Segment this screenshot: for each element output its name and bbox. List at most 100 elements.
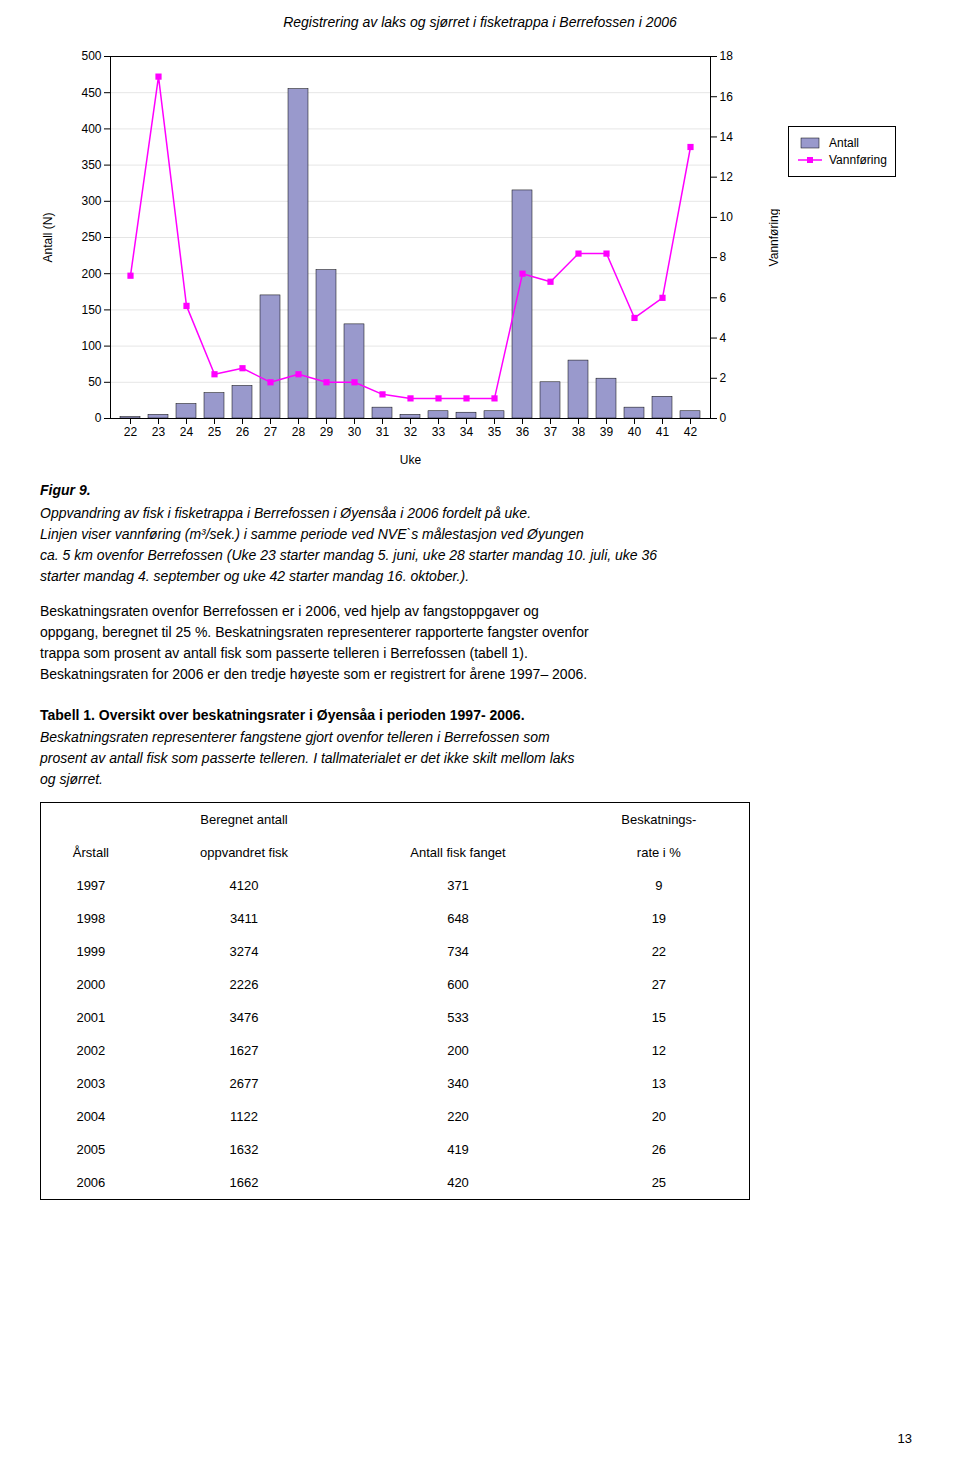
svg-text:29: 29 <box>320 425 334 439</box>
svg-text:27: 27 <box>264 425 278 439</box>
svg-text:23: 23 <box>152 425 166 439</box>
html-text:Beskatningsraten representerer: Beskatningsraten representerer fangstene… <box>40 729 575 787</box>
html-text:419: 419 <box>447 1142 469 1157</box>
html-text:oppvandret fisk: oppvandret fisk <box>199 845 289 860</box>
svg-text:100: 100 <box>81 339 101 353</box>
html-text:Vannføring: Vannføring <box>829 153 887 167</box>
svg-text:25: 25 <box>208 425 222 439</box>
svg-text:300: 300 <box>81 194 101 208</box>
html-text:2002: 2002 <box>76 1043 106 1058</box>
html-text:rate i %: rate i % <box>636 845 681 860</box>
html-text:Tabell 1. Oversikt over beskat: Tabell 1. Oversikt over beskatningsrater… <box>40 707 525 723</box>
html-text:1632: 1632 <box>229 1142 259 1157</box>
svg-text:36: 36 <box>516 425 530 439</box>
html-text:Oppvandring av fisk i fisketra: Oppvandring av fisk i fisketrappa i Berr… <box>40 505 658 584</box>
svg-text:4: 4 <box>720 331 727 345</box>
html-text:Beregnet antall: Beregnet antall <box>200 812 288 827</box>
html-text:Beskatningsraten ovenfor Berre: Beskatningsraten ovenfor Berrefossen er … <box>40 603 589 682</box>
html-text:13: 13 <box>897 1431 912 1446</box>
html-text:420: 420 <box>447 1175 469 1190</box>
html-text:648: 648 <box>447 911 469 926</box>
html-text:19: 19 <box>651 911 667 926</box>
html-text:2006: 2006 <box>76 1175 106 1190</box>
html-text:27: 27 <box>651 977 667 992</box>
html-text:1662: 1662 <box>229 1175 259 1190</box>
svg-text:0: 0 <box>720 411 727 425</box>
html-text:2677: 2677 <box>229 1076 259 1091</box>
svg-text:150: 150 <box>81 303 101 317</box>
svg-text:38: 38 <box>572 425 586 439</box>
svg-text:500: 500 <box>81 49 101 63</box>
html-text:12: 12 <box>651 1043 667 1058</box>
html-text:220: 220 <box>447 1109 469 1124</box>
svg-text:8: 8 <box>720 250 727 264</box>
html-text:734: 734 <box>447 944 469 959</box>
html-text:15: 15 <box>651 1010 667 1025</box>
svg-text:42: 42 <box>684 425 698 439</box>
svg-text:10: 10 <box>720 210 734 224</box>
svg-text:200: 200 <box>81 267 101 281</box>
svg-text:34: 34 <box>460 425 474 439</box>
svg-text:39: 39 <box>600 425 614 439</box>
html-text:2001: 2001 <box>76 1010 106 1025</box>
html-text:2000: 2000 <box>76 977 106 992</box>
html-text:2005: 2005 <box>76 1142 106 1157</box>
html-text:Årstall: Årstall <box>72 845 109 860</box>
svg-text:Antall (N): Antall (N) <box>41 212 55 262</box>
svg-text:33: 33 <box>432 425 446 439</box>
html-text:3411: 3411 <box>230 911 258 926</box>
html-text:Figur 9.: Figur 9. <box>40 482 91 498</box>
html-text:Antall: Antall <box>829 136 859 150</box>
svg-text:16: 16 <box>720 90 734 104</box>
svg-text:450: 450 <box>81 86 101 100</box>
svg-text:250: 250 <box>81 230 101 244</box>
html-text:2004: 2004 <box>76 1109 106 1124</box>
html-text:2226: 2226 <box>229 977 259 992</box>
svg-text:40: 40 <box>628 425 642 439</box>
html-text:25: 25 <box>651 1175 667 1190</box>
html-text:9: 9 <box>655 878 663 893</box>
html-text:2003: 2003 <box>76 1076 106 1091</box>
html-text:3476: 3476 <box>229 1010 259 1025</box>
svg-text:22: 22 <box>124 425 138 439</box>
html-text:533: 533 <box>447 1010 469 1025</box>
svg-text:14: 14 <box>720 130 734 144</box>
svg-text:6: 6 <box>720 291 727 305</box>
html-text:1998: 1998 <box>76 911 106 926</box>
html-text:200: 200 <box>447 1043 469 1058</box>
svg-text:0: 0 <box>95 411 102 425</box>
html-text:371: 371 <box>447 878 469 893</box>
html-text:1997: 1997 <box>76 878 106 893</box>
svg-text:12: 12 <box>720 170 734 184</box>
svg-text:50: 50 <box>88 375 102 389</box>
svg-text:32: 32 <box>404 425 418 439</box>
svg-text:41: 41 <box>656 425 670 439</box>
svg-text:18: 18 <box>720 49 734 63</box>
html-text:Antall fisk fanget: Antall fisk fanget <box>410 845 506 860</box>
svg-text:30: 30 <box>348 425 362 439</box>
svg-text:28: 28 <box>292 425 306 439</box>
html-text:20: 20 <box>651 1109 667 1124</box>
svg-text:31: 31 <box>376 425 390 439</box>
svg-text:Vannføring: Vannføring <box>767 209 781 267</box>
svg-text:2: 2 <box>720 371 727 385</box>
svg-text:26: 26 <box>236 425 250 439</box>
html-text:1999: 1999 <box>76 944 106 959</box>
svg-text:24: 24 <box>180 425 194 439</box>
svg-text:Uke: Uke <box>400 453 422 467</box>
svg-text:400: 400 <box>81 122 101 136</box>
html-text:22: 22 <box>651 944 667 959</box>
html-text:340: 340 <box>447 1076 469 1091</box>
svg-text:37: 37 <box>544 425 558 439</box>
html-text:26: 26 <box>651 1142 667 1157</box>
html-text:Beskatnings-: Beskatnings- <box>621 812 697 827</box>
html-text:1122: 1122 <box>230 1109 258 1124</box>
html-text:13: 13 <box>651 1076 667 1091</box>
html-text:4120: 4120 <box>229 878 259 893</box>
html-text:1627: 1627 <box>229 1043 259 1058</box>
svg-text:35: 35 <box>488 425 502 439</box>
svg-text:350: 350 <box>81 158 101 172</box>
html-text:600: 600 <box>447 977 469 992</box>
html-text:Registrering av laks og sjørre: Registrering av laks og sjørret i fisket… <box>283 14 677 30</box>
html-text:3274: 3274 <box>229 944 259 959</box>
